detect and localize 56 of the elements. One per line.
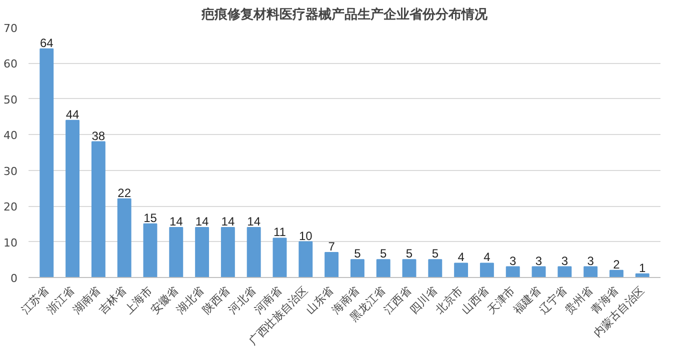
bar [117, 198, 132, 278]
bar [324, 252, 339, 278]
data-label: 14 [247, 214, 261, 228]
bar [609, 270, 624, 278]
data-label: 4 [458, 250, 465, 264]
data-label: 2 [613, 257, 620, 272]
bar [66, 120, 80, 278]
data-label: 10 [298, 228, 313, 243]
bar [220, 227, 235, 278]
bar [195, 227, 210, 278]
data-label: 3 [535, 254, 542, 268]
bar [428, 259, 442, 278]
bar [91, 141, 106, 278]
bar [143, 223, 158, 278]
bar [298, 241, 313, 278]
chart-title: 疤痕修复材料医疗器械产品生产企业省份分布情况 [200, 6, 488, 22]
data-label: 14 [169, 214, 184, 228]
bar [40, 48, 54, 278]
bar [376, 259, 390, 278]
bar [532, 266, 546, 278]
data-label: 5 [432, 246, 439, 261]
data-label: 5 [406, 246, 413, 261]
data-label: 14 [221, 214, 235, 228]
data-label: 4 [484, 250, 491, 264]
data-label: 44 [66, 107, 80, 122]
bar [480, 262, 494, 278]
data-label: 5 [380, 246, 388, 261]
bar [454, 262, 468, 278]
y-tick-label: 60 [4, 58, 18, 71]
data-label: 14 [195, 214, 210, 228]
data-label: 1 [639, 260, 646, 275]
bar [584, 266, 598, 278]
data-label: 3 [561, 254, 568, 268]
bar [558, 266, 572, 278]
data-label: 11 [274, 225, 286, 240]
bar [169, 227, 184, 278]
data-label: 38 [92, 128, 106, 143]
y-tick-label: 50 [4, 93, 18, 106]
y-tick-label: 40 [4, 129, 18, 142]
data-label: 7 [328, 240, 336, 254]
data-label: 15 [144, 210, 158, 225]
data-label: 3 [587, 254, 594, 268]
bar [350, 259, 364, 278]
y-tick-label: 70 [4, 22, 18, 35]
y-tick-label: 20 [4, 200, 18, 214]
y-tick-label: 10 [4, 236, 18, 250]
bar [402, 259, 416, 278]
data-label: 64 [40, 36, 54, 50]
bar [506, 266, 520, 278]
bar [246, 227, 261, 278]
y-tick-label: 0 [10, 272, 18, 285]
bar [272, 238, 287, 278]
data-label: 22 [118, 186, 132, 200]
data-label: 3 [510, 254, 517, 268]
data-label: 5 [354, 246, 362, 261]
y-tick-label: 30 [4, 164, 18, 178]
